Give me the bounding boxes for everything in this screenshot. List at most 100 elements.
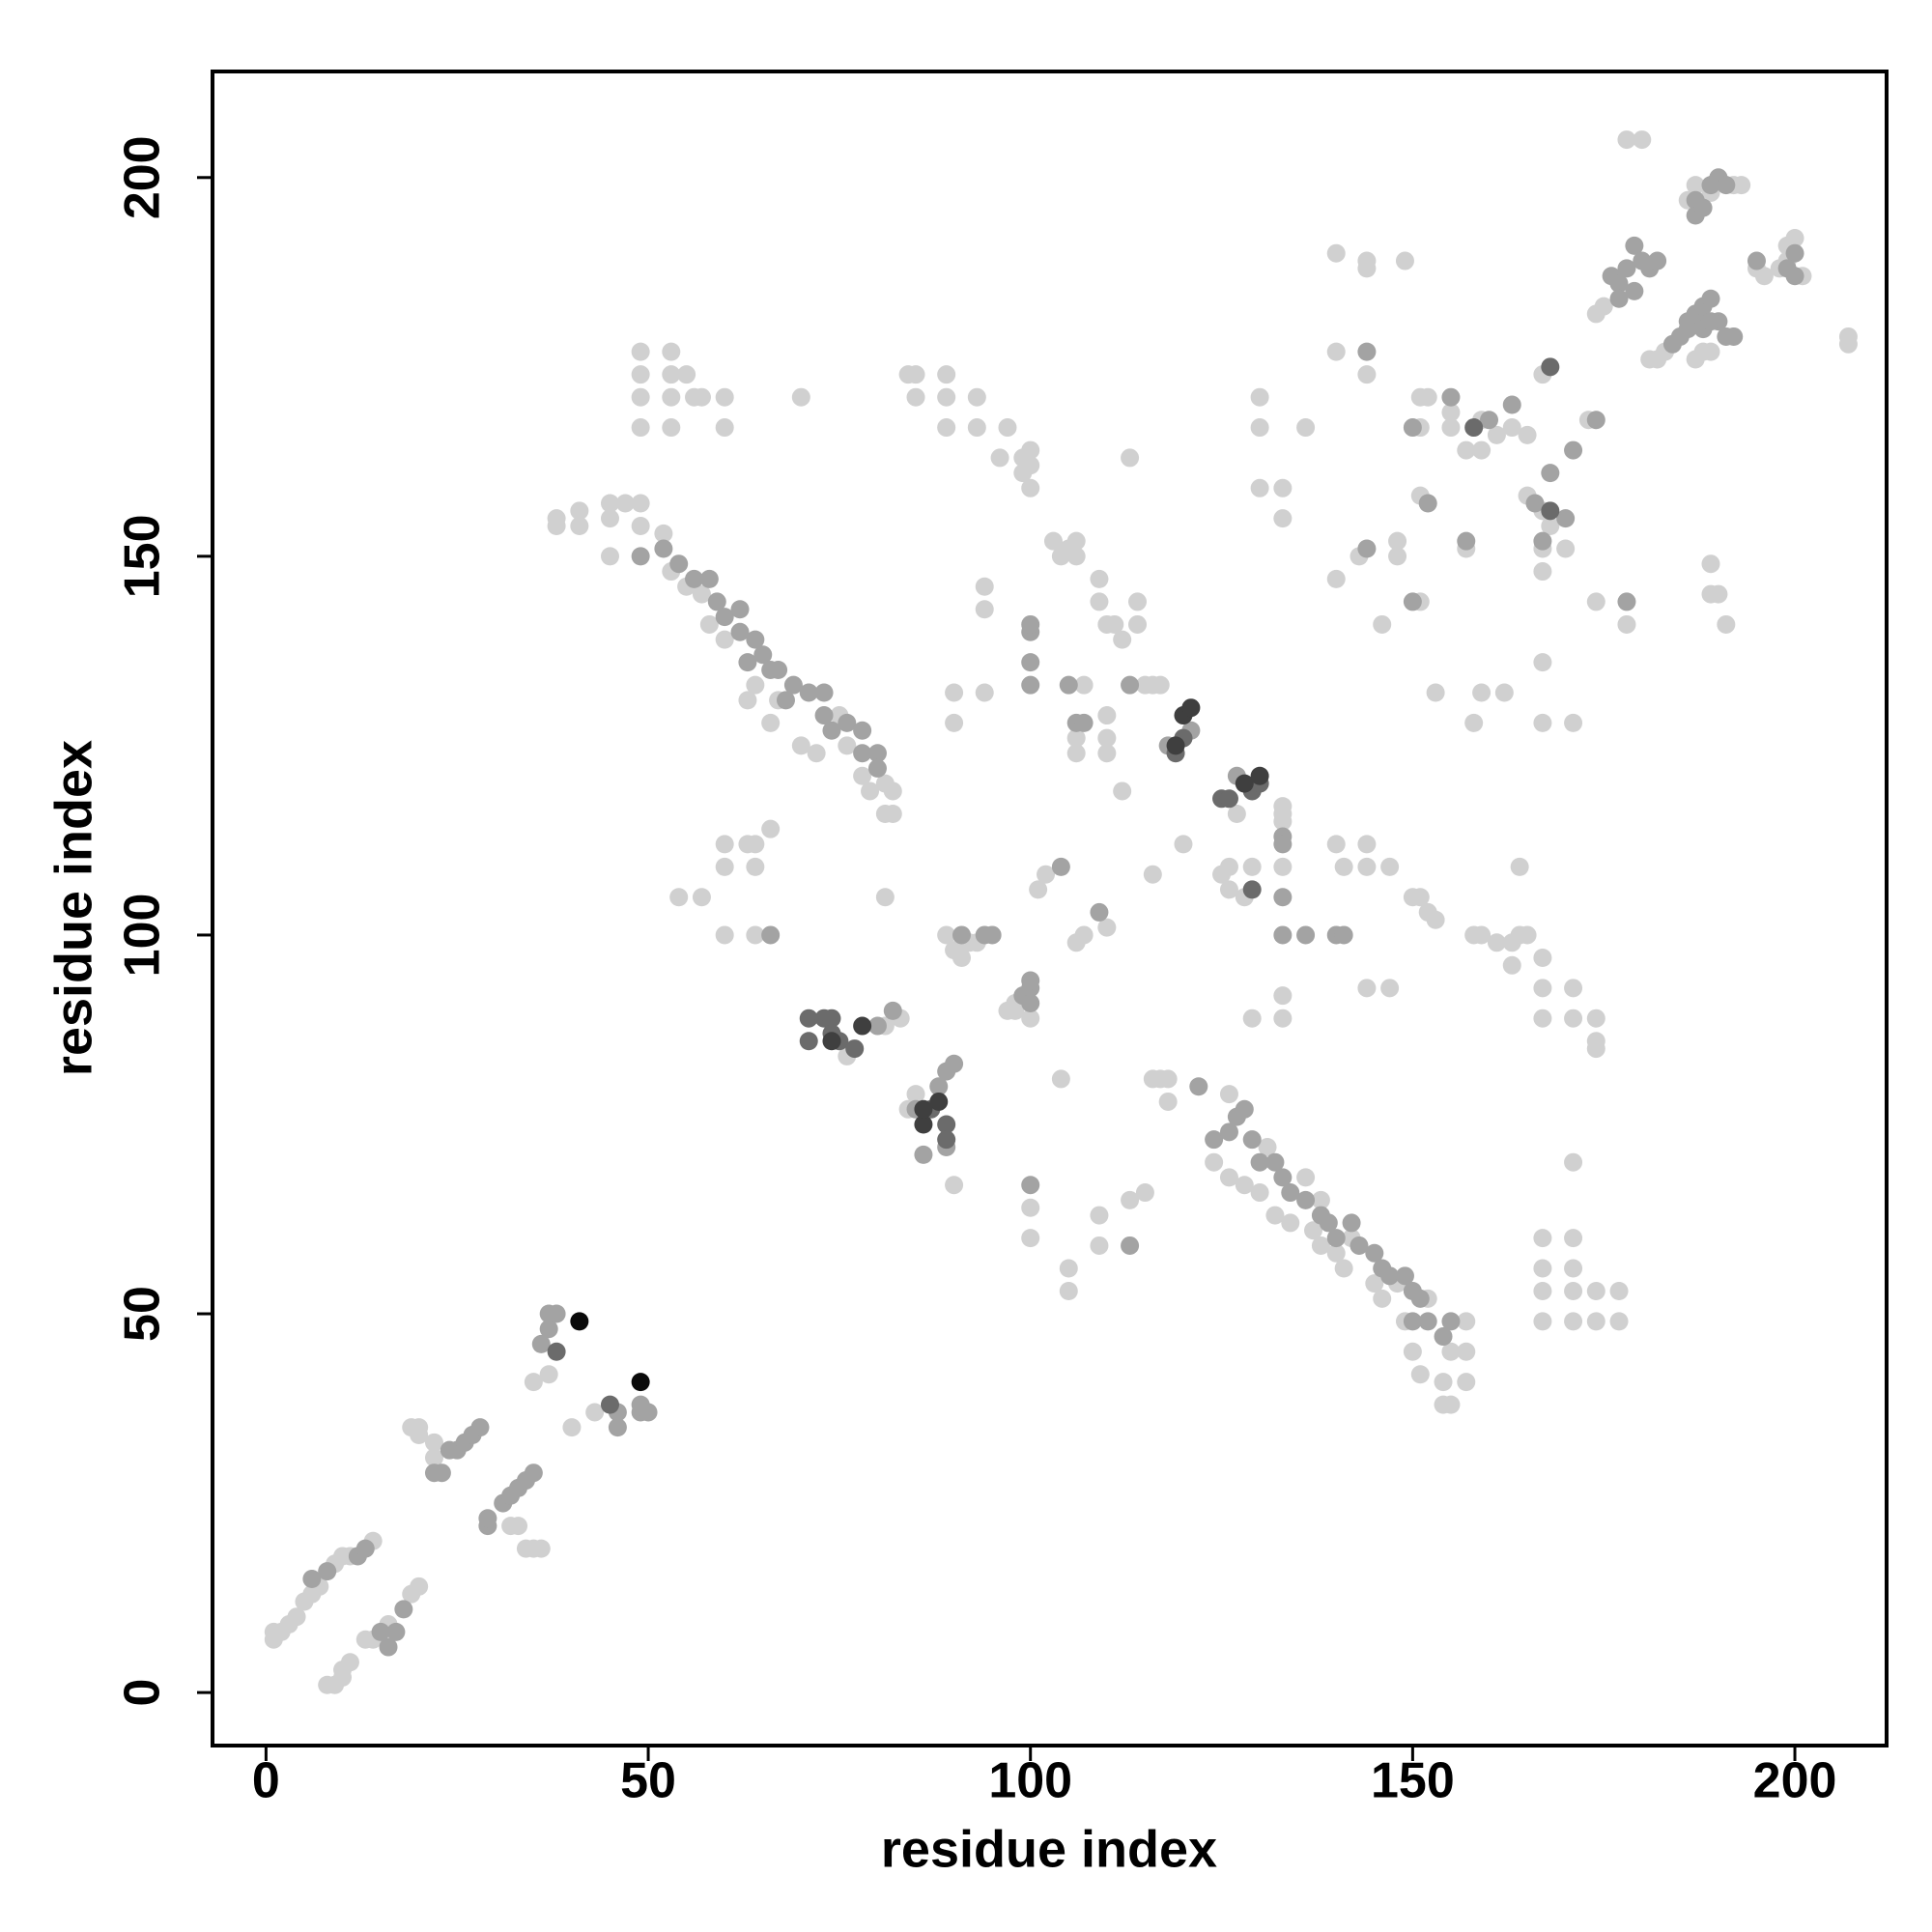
point (1609, 1312, 1629, 1331)
point (814, 683, 834, 702)
point (1502, 418, 1521, 438)
point (1235, 1099, 1254, 1119)
point (1564, 1312, 1583, 1331)
point (585, 1403, 605, 1422)
point (867, 744, 887, 763)
point (1074, 713, 1094, 732)
point (631, 516, 650, 535)
point (394, 1600, 413, 1619)
point (1586, 592, 1605, 611)
point (1502, 955, 1521, 975)
point (1250, 766, 1269, 785)
point (1380, 979, 1400, 998)
point (1487, 933, 1506, 952)
point (1326, 1229, 1346, 1248)
point (1021, 994, 1040, 1013)
point (547, 516, 566, 535)
point (654, 524, 673, 543)
point (600, 1395, 619, 1414)
point (1273, 478, 1293, 497)
point (1564, 1229, 1583, 1248)
point (990, 448, 1009, 468)
point (1242, 857, 1262, 876)
point (807, 744, 826, 763)
point (1754, 267, 1774, 286)
point (1395, 1266, 1414, 1286)
point (1021, 1198, 1040, 1217)
point (1021, 1229, 1040, 1248)
point (822, 1032, 841, 1051)
point (631, 418, 650, 438)
point (1518, 925, 1537, 945)
point (1434, 1395, 1453, 1414)
point (1273, 925, 1293, 945)
point (1021, 478, 1040, 497)
point (1113, 781, 1132, 801)
point (975, 600, 994, 619)
point (1586, 1282, 1605, 1301)
point (845, 1039, 865, 1059)
point (1533, 1259, 1552, 1278)
point (906, 387, 925, 407)
point (1121, 675, 1140, 695)
point (1586, 1312, 1605, 1331)
point (1273, 509, 1293, 528)
point (1334, 925, 1353, 945)
point (1334, 1259, 1353, 1278)
point (1189, 1077, 1208, 1096)
point (853, 721, 872, 740)
point (631, 387, 650, 407)
point (1250, 418, 1269, 438)
point (867, 758, 887, 778)
point (1219, 1085, 1238, 1104)
point (1541, 357, 1560, 377)
point (1097, 728, 1117, 748)
point (1219, 1122, 1238, 1142)
point (1533, 948, 1552, 967)
point (432, 1463, 451, 1483)
point (1373, 614, 1392, 634)
point (1365, 1243, 1384, 1263)
point (799, 1032, 818, 1051)
point (1151, 675, 1170, 695)
point (1625, 281, 1644, 300)
point (1395, 251, 1414, 270)
point (1426, 683, 1445, 702)
point (1090, 1236, 1109, 1255)
point (1564, 979, 1583, 998)
point (1273, 888, 1293, 907)
point (1135, 1183, 1154, 1203)
point (1533, 1229, 1552, 1248)
point (1242, 880, 1262, 899)
point (1174, 835, 1193, 854)
point (1747, 251, 1766, 270)
point (631, 1373, 650, 1392)
point (547, 1304, 566, 1323)
point (776, 691, 795, 710)
point (570, 501, 589, 521)
point (1441, 387, 1461, 407)
point (340, 1653, 359, 1672)
point (906, 1085, 925, 1104)
point (838, 713, 857, 732)
point (715, 418, 734, 438)
point (1533, 1282, 1552, 1301)
point (1533, 979, 1552, 998)
point (1464, 925, 1484, 945)
point (1250, 478, 1269, 497)
point (853, 766, 872, 785)
x-tick-label: 0 (252, 1753, 280, 1809)
point (662, 418, 681, 438)
point (769, 660, 788, 679)
point (1541, 516, 1560, 535)
point (952, 925, 971, 945)
point (738, 691, 757, 710)
point (1357, 979, 1377, 998)
point (1533, 531, 1552, 551)
plot-area (264, 130, 1858, 1694)
point (1564, 1282, 1583, 1301)
point (1838, 334, 1858, 354)
point (761, 819, 781, 838)
point (1678, 320, 1697, 339)
point (1250, 387, 1269, 407)
